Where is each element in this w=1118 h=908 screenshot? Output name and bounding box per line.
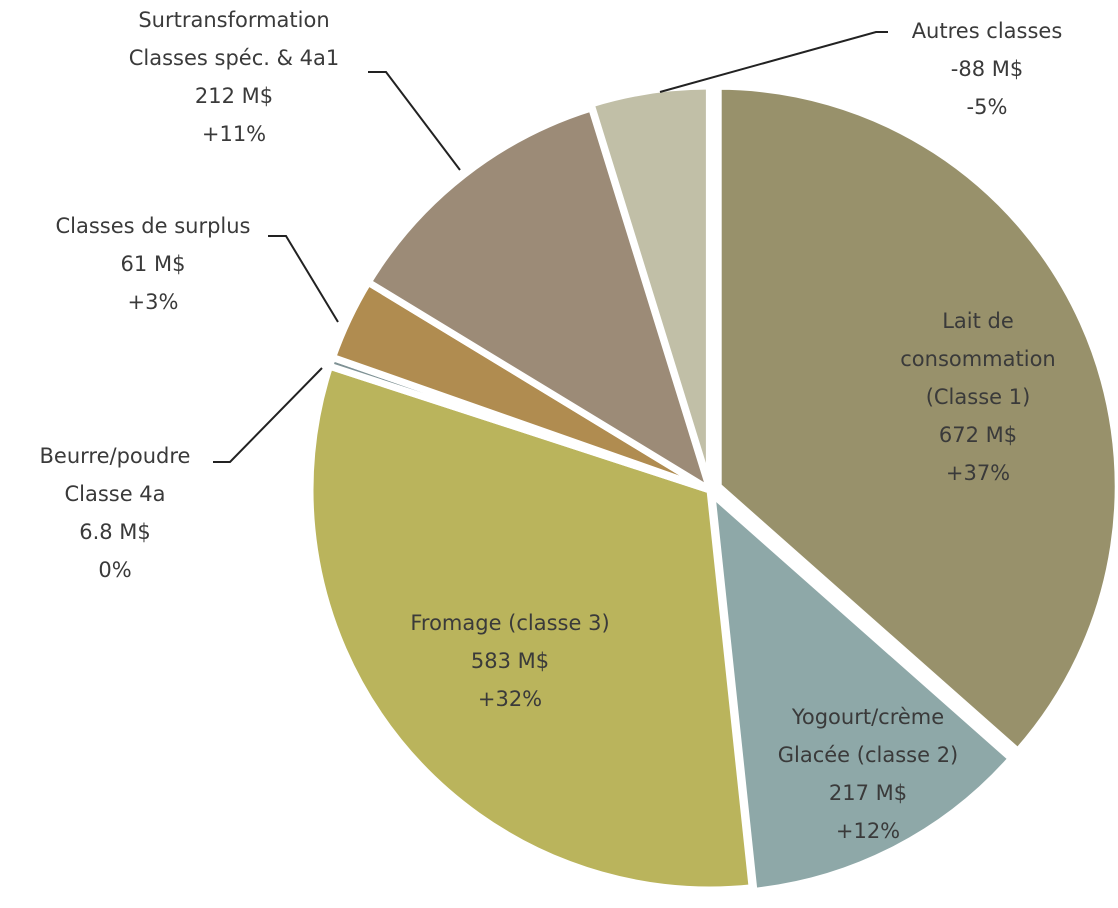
value-label: 672 M$ (939, 423, 1017, 447)
slice-label: Surtransformation (138, 8, 329, 32)
leader-line (268, 235, 339, 323)
slice-label: Lait de (942, 309, 1014, 333)
slice-label: (Classe 1) (926, 385, 1031, 409)
pie (306, 82, 1118, 895)
slice-label: consommation (900, 347, 1056, 371)
slice-label: Classe 4a (64, 482, 165, 506)
value-label: 212 M$ (195, 84, 273, 108)
percent-label: +11% (202, 122, 266, 146)
pie-slice (587, 82, 713, 490)
labels: Lait de consommation (Classe 1) 672 M$ +37% Y… (40, 8, 1063, 843)
slice-label: Fromage (classe 3) (410, 611, 609, 635)
pie-slice (306, 362, 756, 894)
leader-line (368, 71, 461, 171)
slice-label: Glacée (classe 2) (778, 743, 959, 767)
pie-slice (708, 490, 1015, 895)
slice-label: Classes spéc. & 4a1 (129, 46, 340, 70)
value-label: 217 M$ (829, 781, 907, 805)
pie-slice (714, 82, 1118, 755)
percent-label: +32% (478, 687, 542, 711)
leader-line (659, 31, 888, 93)
value-label: 6.8 M$ (79, 520, 151, 544)
slice-label: Classes de surplus (55, 214, 250, 238)
percent-label: +37% (946, 461, 1010, 485)
slice-label: Yogourt/crème (791, 705, 944, 729)
value-label: -88 M$ (951, 57, 1023, 81)
percent-label: 0% (98, 558, 131, 582)
percent-label: -5% (967, 95, 1008, 119)
percent-label: +3% (128, 290, 179, 314)
leader-line (213, 367, 323, 463)
value-label: 583 M$ (471, 649, 549, 673)
slice-label: Beurre/poudre (40, 444, 191, 468)
percent-label: +12% (836, 819, 900, 843)
pie-slice (364, 104, 714, 494)
value-label: 61 M$ (121, 252, 186, 276)
slice-label: Autres classes (912, 19, 1063, 43)
